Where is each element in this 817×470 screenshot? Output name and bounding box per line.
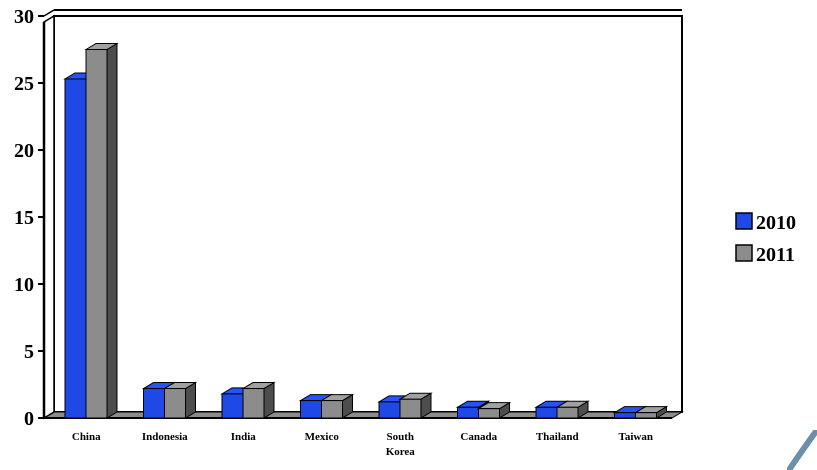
- legend-label: 2010: [756, 212, 796, 234]
- y-tick-label: 10: [14, 274, 34, 296]
- gridline-diagonal: [43, 9, 55, 17]
- bar-2011-mexico: [319, 393, 355, 419]
- x-tick-label: Thailand: [536, 431, 579, 443]
- x-tick-label: Indonesia: [142, 431, 188, 443]
- y-tick-label: 20: [14, 140, 34, 162]
- bars: [63, 42, 669, 419]
- bar-2011-thailand: [555, 400, 590, 419]
- y-tick-label: 5: [24, 341, 34, 363]
- x-tick-label: Mexico: [305, 431, 340, 443]
- x-tick-label: South Korea: [386, 431, 416, 458]
- corner-decoration: [787, 430, 817, 470]
- x-tick-label: India: [231, 431, 257, 443]
- y-tick-label: 15: [14, 207, 34, 229]
- x-tick-label: China: [72, 431, 101, 443]
- y-tick-label: 30: [14, 6, 34, 28]
- x-tick-label: Canada: [460, 431, 497, 443]
- plot-side-wall: [43, 14, 55, 420]
- bar-2011-indonesia: [162, 381, 198, 419]
- axes: [38, 14, 684, 420]
- bar-2011-canada: [476, 401, 512, 419]
- category-labels: China Indonesia India Mexico South Korea Canad…: [72, 431, 653, 458]
- legend-swatch: [735, 212, 753, 230]
- bar-2011-south-korea: [398, 392, 433, 419]
- bar-2011-india: [241, 381, 276, 419]
- y-tick-labels: 0 5 10 15 20 25 30: [14, 6, 34, 430]
- bar-2011-taiwan: [633, 405, 669, 419]
- y-tick-label: 25: [14, 73, 34, 95]
- x-tick-label: Taiwan: [619, 431, 653, 443]
- legend-label: 2011: [756, 244, 795, 266]
- bar-2011-china: [84, 42, 119, 419]
- legend: 2010 2011: [734, 206, 816, 268]
- legend-swatch: [735, 244, 753, 262]
- y-tick-label: 0: [24, 408, 34, 430]
- plot-back-wall: [53, 15, 683, 413]
